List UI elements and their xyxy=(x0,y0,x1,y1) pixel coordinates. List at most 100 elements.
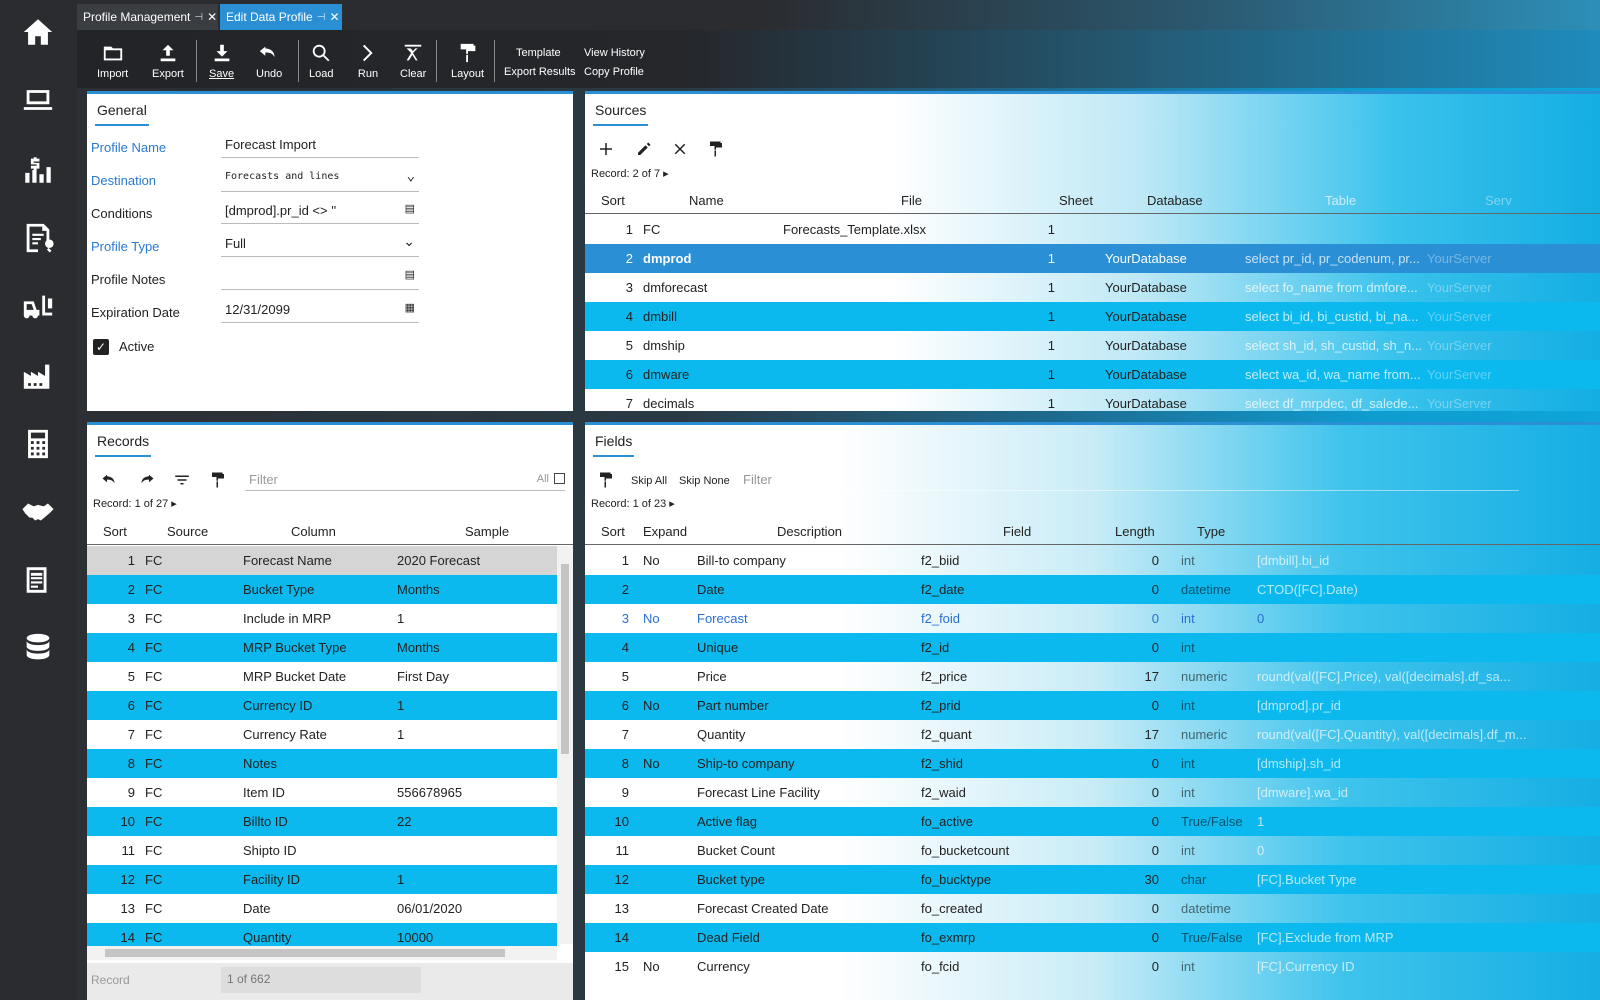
table-row[interactable]: 15 No Currency fo_fcid 0 int [FC].Currency ID xyxy=(585,952,1600,981)
redo-icon[interactable] xyxy=(137,469,155,491)
profile-type-label[interactable]: Profile Type xyxy=(91,239,160,254)
col-name[interactable]: Name xyxy=(689,193,724,208)
table-row[interactable]: 13 Forecast Created Date fo_created 0 dateti… xyxy=(585,894,1600,923)
table-row[interactable]: 1 FC Forecasts_Template.xlsx 1 xyxy=(585,215,1600,244)
table-row[interactable]: 2 Date f2_date 0 datetime CTOD([FC].Date) xyxy=(585,575,1600,604)
pin-icon[interactable]: ⊣ xyxy=(316,11,326,23)
view-history-button[interactable]: View History xyxy=(584,47,645,59)
table-row[interactable]: 3 No Forecast f2_foid 0 int 0 xyxy=(585,604,1600,633)
table-row[interactable]: 10 FC Billto ID 22 xyxy=(87,807,557,836)
skip-none-button[interactable]: Skip None xyxy=(679,475,730,487)
col-database[interactable]: Database xyxy=(1147,193,1203,208)
vertical-scrollbar[interactable] xyxy=(557,546,573,944)
table-row[interactable]: 5 FC MRP Bucket Date First Day xyxy=(87,662,557,691)
conditions-input[interactable]: [dmprod].pr_id <> '' ▤ xyxy=(221,198,419,224)
table-row[interactable]: 4 Unique f2_id 0 int xyxy=(585,633,1600,662)
add-icon[interactable] xyxy=(597,138,615,160)
table-row[interactable]: 9 FC Item ID 556678965 xyxy=(87,778,557,807)
table-row[interactable]: 1 No Bill-to company f2_biid 0 int [dmbill].bi… xyxy=(585,546,1600,575)
filter-icon[interactable] xyxy=(173,469,191,491)
col-sort[interactable]: Sort xyxy=(601,193,625,208)
all-checkbox[interactable] xyxy=(554,473,565,484)
undo-icon[interactable] xyxy=(101,469,119,491)
table-row[interactable]: 13 FC Date 06/01/2020 xyxy=(87,894,557,923)
col-description[interactable]: Description xyxy=(777,524,843,539)
factory-icon[interactable] xyxy=(18,356,58,396)
table-row[interactable]: 3 FC Include in MRP 1 xyxy=(87,604,557,633)
table-row[interactable]: 14 Dead Field fo_exmrp 0 True/False [FC].Excl… xyxy=(585,923,1600,952)
calendar-icon[interactable]: ▦ xyxy=(404,302,415,314)
paint-roller-icon[interactable] xyxy=(707,138,725,160)
col-column[interactable]: Column xyxy=(291,524,336,539)
destination-select[interactable]: Forecasts and lines ⌄ xyxy=(221,166,419,192)
copy-profile-button[interactable]: Copy Profile xyxy=(584,66,644,78)
skip-all-button[interactable]: Skip All xyxy=(631,475,668,487)
profile-notes-input[interactable]: ▤ xyxy=(221,264,419,290)
pin-icon[interactable]: ⊣ xyxy=(194,11,204,23)
file-icon[interactable]: ▤ xyxy=(404,269,415,281)
profile-name-label[interactable]: Profile Name xyxy=(91,140,167,155)
table-row[interactable]: 2 dmprod 1 YourDatabase select pr_id, pr_cod… xyxy=(585,244,1600,273)
forklift-icon[interactable] xyxy=(18,287,58,327)
table-row[interactable]: 6 dmware 1 YourDatabase select wa_id, wa_nam… xyxy=(585,360,1600,389)
document-icon[interactable] xyxy=(18,560,58,600)
col-server[interactable]: Serv xyxy=(1485,193,1512,208)
table-row[interactable]: 1 FC Forecast Name 2020 Forecast xyxy=(87,546,557,575)
report-search-icon[interactable] xyxy=(18,218,58,258)
table-row[interactable]: 2 FC Bucket Type Months xyxy=(87,575,557,604)
file-icon[interactable]: ▤ xyxy=(404,203,415,215)
col-length[interactable]: Length xyxy=(1115,524,1155,539)
col-sheet[interactable]: Sheet xyxy=(1059,193,1093,208)
footer-record-value[interactable]: 1 of 662 xyxy=(221,967,421,993)
table-row[interactable]: 3 dmforecast 1 YourDatabase select fo_name f… xyxy=(585,273,1600,302)
paint-roller-icon[interactable] xyxy=(209,469,227,491)
table-row[interactable]: 11 FC Shipto ID xyxy=(87,836,557,865)
edit-icon[interactable] xyxy=(635,138,653,160)
clear-button[interactable]: Clear xyxy=(400,42,426,80)
handshake-icon[interactable] xyxy=(18,492,58,532)
table-row[interactable]: 5 Price f2_price 17 numeric round(val([FC].Pr… xyxy=(585,662,1600,691)
tab-edit-data-profile[interactable]: Edit Data Profile ⊣ ✕ xyxy=(220,4,342,30)
export-button[interactable]: Export xyxy=(152,42,184,80)
profile-type-select[interactable]: Full ⌄ xyxy=(221,231,419,257)
col-sort[interactable]: Sort xyxy=(601,524,625,539)
fields-filter-input[interactable]: Filter xyxy=(739,469,1519,491)
profile-name-input[interactable]: Forecast Import xyxy=(221,132,419,158)
destination-label[interactable]: Destination xyxy=(91,173,157,188)
table-row[interactable]: 4 dmbill 1 YourDatabase select bi_id, bi_cus… xyxy=(585,302,1600,331)
records-filter-input[interactable]: Filter All xyxy=(245,469,565,491)
table-row[interactable]: 9 Forecast Line Facility f2_waid 0 int [dmwar… xyxy=(585,778,1600,807)
close-icon[interactable]: ✕ xyxy=(207,10,218,24)
col-table[interactable]: Table xyxy=(1325,193,1357,208)
col-expand[interactable]: Expand xyxy=(643,524,688,539)
tab-profile-management[interactable]: Profile Management ⊣ ✕ xyxy=(77,4,218,30)
table-row[interactable]: 8 FC Notes xyxy=(87,749,557,778)
layout-button[interactable]: Layout xyxy=(451,42,484,80)
table-row[interactable]: 7 FC Currency Rate 1 xyxy=(87,720,557,749)
save-button[interactable]: Save xyxy=(209,42,234,80)
col-sample[interactable]: Sample xyxy=(465,524,510,539)
table-row[interactable]: 7 decimals 1 YourDatabase select df_mrpdec, … xyxy=(585,389,1600,411)
delete-icon[interactable] xyxy=(671,138,689,160)
expiration-date-input[interactable]: 12/31/2099 ▦ xyxy=(221,297,419,323)
export-results-button[interactable]: Export Results xyxy=(504,66,576,78)
template-button[interactable]: Template xyxy=(516,47,561,59)
laptop-icon[interactable] xyxy=(18,80,58,120)
active-checkbox[interactable]: ✓ xyxy=(93,339,109,355)
paint-roller-icon[interactable] xyxy=(597,469,615,491)
table-row[interactable]: 12 Bucket type fo_bucktype 30 char [FC].Bucke… xyxy=(585,865,1600,894)
table-row[interactable]: 11 Bucket Count fo_bucketcount 0 int 0 xyxy=(585,836,1600,865)
col-file[interactable]: File xyxy=(901,193,922,208)
calculator-icon[interactable] xyxy=(18,424,58,464)
col-type[interactable]: Type xyxy=(1197,524,1226,539)
finance-chart-icon[interactable] xyxy=(18,150,58,190)
close-icon[interactable]: ✕ xyxy=(329,10,340,24)
col-sort[interactable]: Sort xyxy=(103,524,127,539)
col-field[interactable]: Field xyxy=(1003,524,1032,539)
table-row[interactable]: 6 No Part number f2_prid 0 int [dmprod].pr_id xyxy=(585,691,1600,720)
undo-button[interactable]: Undo xyxy=(256,42,282,80)
import-button[interactable]: Import xyxy=(97,42,128,80)
table-row[interactable]: 5 dmship 1 YourDatabase select sh_id, sh_cus… xyxy=(585,331,1600,360)
home-icon[interactable] xyxy=(18,12,58,52)
table-row[interactable]: 4 FC MRP Bucket Type Months xyxy=(87,633,557,662)
